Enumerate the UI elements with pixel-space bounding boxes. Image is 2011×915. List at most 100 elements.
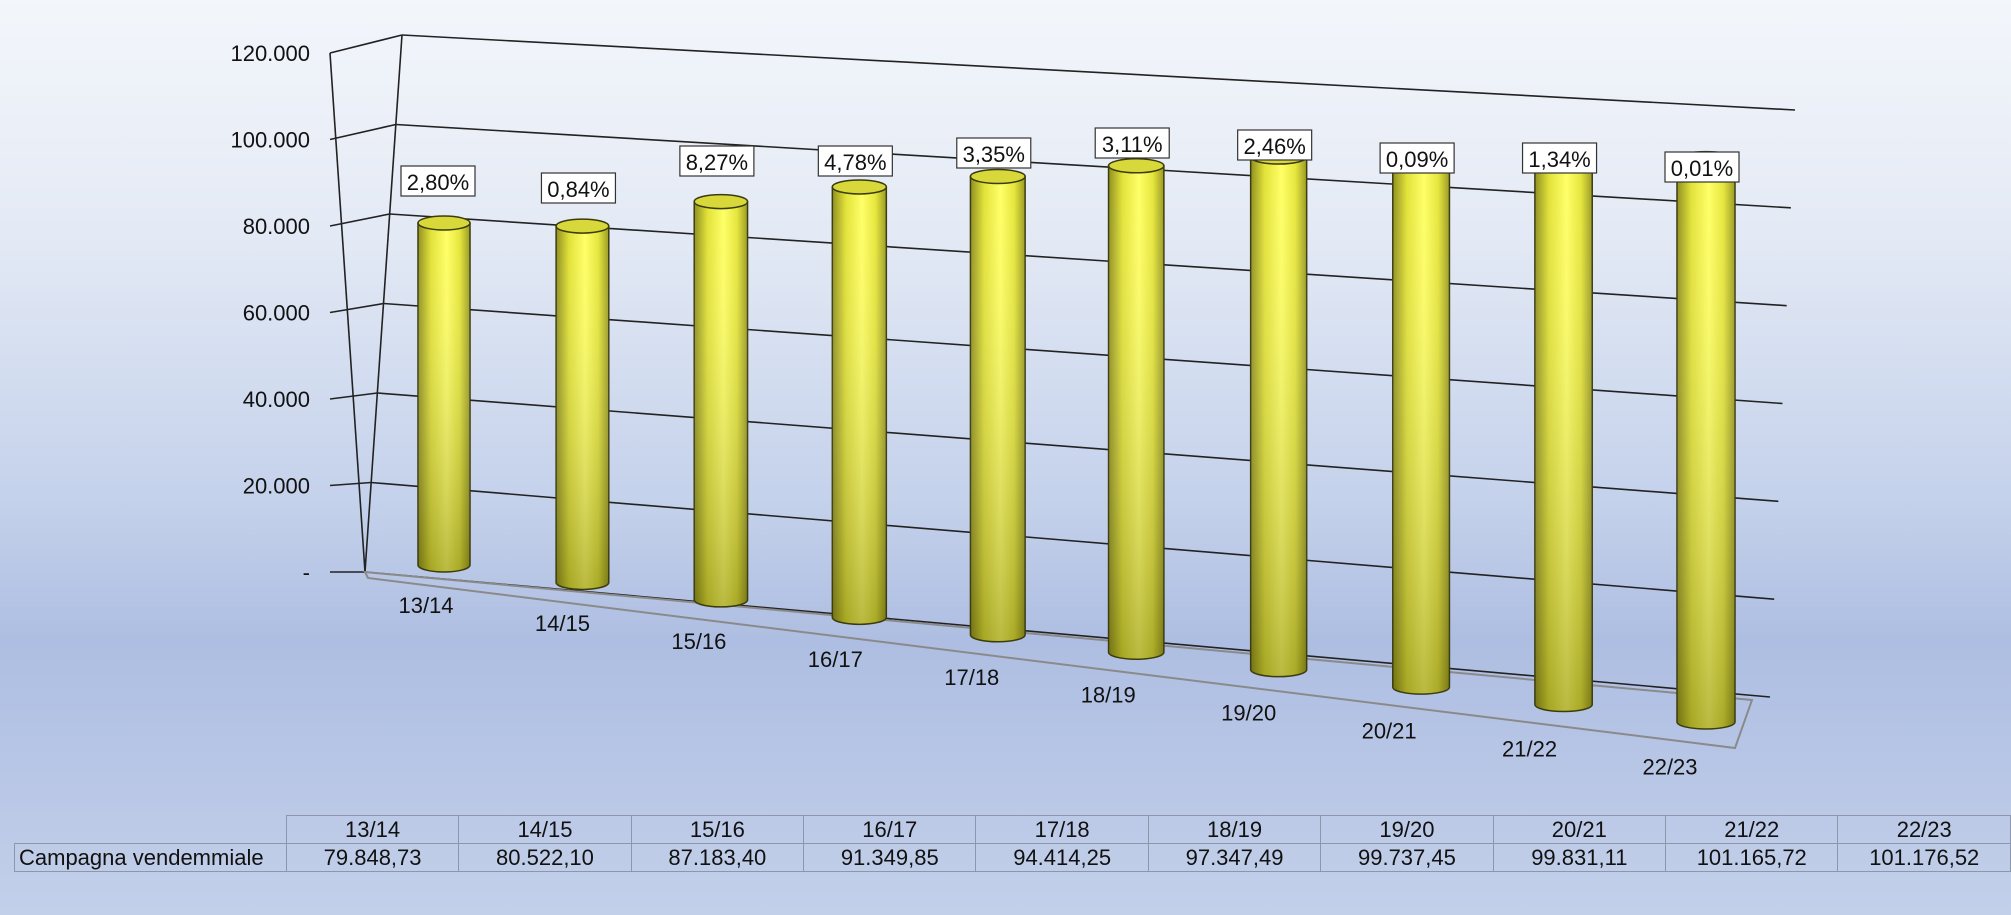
gridline-side [329,123,397,141]
data-label: 3,11% [1094,127,1170,159]
data-labels: 13/14 14/15 15/16 16/17 17/18 18/19 19/20 20/21… [398,127,1740,780]
data-table-header-cell: 15/16 [630,815,805,844]
data-table-value-cell: 80.522,10 [458,843,632,872]
cylinder-top [693,193,749,210]
cylinder-shade [832,186,887,625]
cylinder-bar [1249,149,1308,678]
y-tick-label: 80.000 [243,214,310,239]
data-label: 4,78% [817,145,893,177]
y-axis-line [329,52,366,573]
data-label-text: 1,34% [1528,147,1590,172]
data-label-box [1664,151,1740,183]
data-label-box [1237,129,1313,161]
data-label-text: 3,11% [1102,132,1163,157]
data-table-value-cell: 99.831,11 [1492,843,1667,872]
data-label-text: 4,78% [824,150,886,175]
gridline-side [329,302,384,314]
data-label: 8,27% [679,145,755,177]
x-tick-label: 14/15 [535,611,590,636]
data-label-box [540,172,617,204]
x-tick-label: 16/17 [808,647,863,672]
gridline-side [329,481,372,487]
data-label-text: 3,35% [963,142,1025,167]
data-label-box [956,137,1032,169]
data-table-value-cell: 94.414,25 [975,843,1149,872]
cylinder-bar [969,168,1026,643]
data-table-header-cell: 13/14 [285,815,460,844]
cylinder-shade [1108,165,1164,660]
data-table-value-cell: 91.349,85 [803,843,977,872]
data-table-header-row: 13/14 14/15 15/16 16/17 17/18 18/19 19/2… [15,815,2011,844]
data-table-header-cell: 17/18 [975,815,1149,844]
y-tick-label: 20.000 [243,474,310,499]
data-table-value-cell: 79.848,73 [285,843,460,872]
data-label: 0,01% [1664,151,1740,183]
data-label: 0,09% [1379,142,1455,174]
cylinder-bar [417,215,471,573]
data-table-header-cell: 16/17 [803,815,977,844]
x-tick-label: 18/19 [1081,683,1136,708]
data-label-text: 0,84% [547,177,609,202]
cylinder-bars [417,147,1736,730]
cylinder-shade [1392,159,1450,695]
data-label: 2,80% [400,165,476,197]
cylinder-top [417,215,471,231]
y-tick-label: 100.000 [230,128,310,153]
cylinder-bar [555,218,610,591]
y-tick-label: 40.000 [243,387,310,412]
x-tick-label: 22/23 [1642,755,1697,780]
y-tick-label: 120.000 [230,41,310,66]
cylinder-shade [694,201,748,607]
data-label: 1,34% [1521,142,1598,174]
data-label-text: 0,09% [1386,147,1448,172]
cylinder-shade [1677,158,1735,730]
data-table-row: Campagna vendemmiale 79.848,73 80.522,10… [14,843,2011,872]
cylinder-bar [831,179,888,626]
data-table-header-cell: 22/23 [1837,815,2011,844]
cylinder-bar [693,193,749,608]
data-table-header-cell: 20/21 [1492,815,1667,844]
gridline-side [329,34,403,54]
data-label-box [1521,142,1598,174]
x-tick-label: 17/18 [944,665,999,690]
data-table-header-cell: 18/19 [1147,815,1322,844]
data-label-box [1094,127,1170,159]
cylinder-shade [556,226,609,590]
data-label-text: 2,80% [407,170,469,195]
data-label-text: 2,46% [1243,134,1305,159]
data-table-value-cell: 87.183,40 [630,843,805,872]
back-wall-edge [364,34,403,573]
data-table-header-cell: 21/22 [1664,815,1839,844]
data-label: 0,84% [540,172,617,204]
data-table: 13/14 14/15 15/16 16/17 17/18 18/19 19/2… [14,815,2011,872]
cylinder-bar [1392,152,1451,695]
x-tick-label: 15/16 [671,629,726,654]
cylinder-top [555,218,610,234]
x-tick-label: 20/21 [1362,719,1417,744]
data-label-box [1379,142,1455,174]
data-table-value-cell: 101.165,72 [1664,843,1839,872]
cylinder-shade [1534,155,1593,712]
cylinder-bar [1534,147,1593,713]
cylinder-top [969,168,1026,185]
data-label: 2,46% [1237,129,1313,161]
data-table-value-cell: 97.347,49 [1147,843,1322,872]
data-table-corner [15,816,287,844]
x-tick-label: 13/14 [398,593,453,618]
data-table-header-cell: 14/15 [458,815,632,844]
y-tick-label: - [303,560,310,585]
cylinder-bar [1107,158,1165,660]
data-table-value-cell: 99.737,45 [1320,843,1494,872]
data-label-text: 0,01% [1671,156,1733,181]
x-tick-label: 19/20 [1221,701,1276,726]
data-label-box [400,165,476,197]
data-table-row-label: Campagna vendemmiale [14,843,287,872]
cylinder-top [1107,158,1165,174]
cylinder-shade [1250,157,1307,677]
x-tick-label: 21/22 [1502,737,1557,762]
data-table-value-cell: 101.176,52 [1837,843,2011,872]
cylinder-top [831,179,888,195]
data-label-box [679,145,755,177]
data-table-header-cell: 19/20 [1320,815,1494,844]
